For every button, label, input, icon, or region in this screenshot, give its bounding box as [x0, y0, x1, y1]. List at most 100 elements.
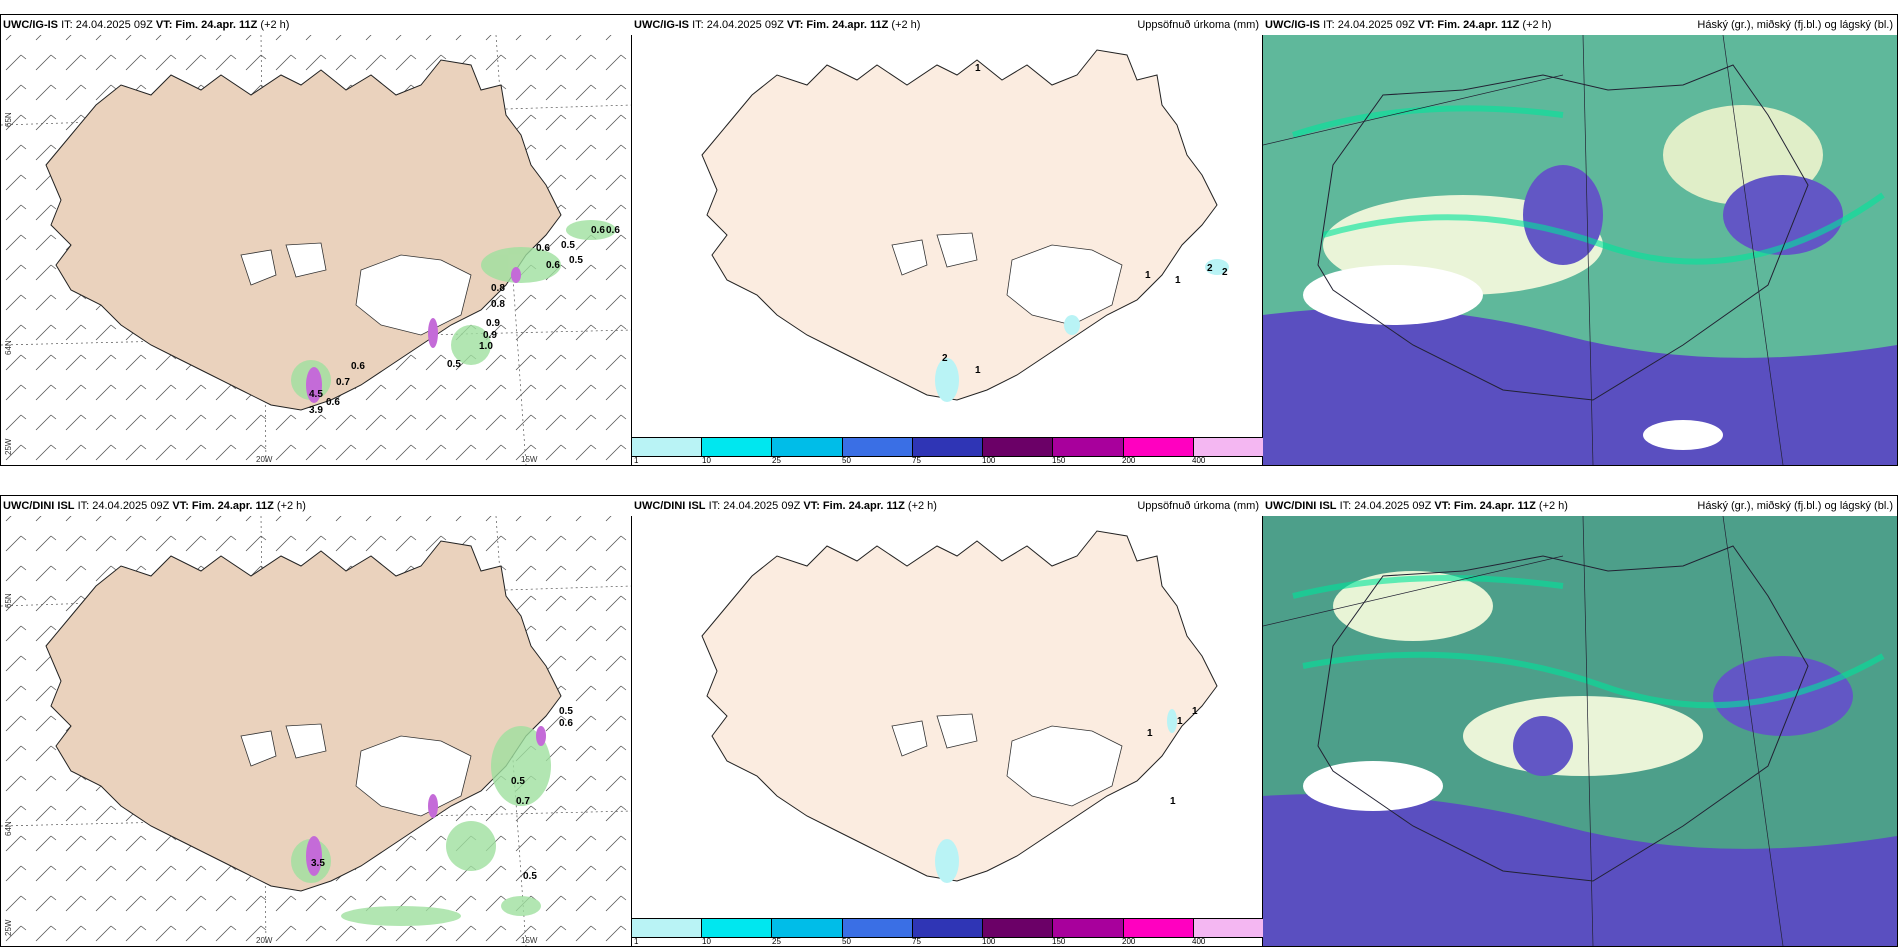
precip-value: 4.5	[309, 389, 323, 400]
lead-time: (+2 h)	[907, 500, 937, 512]
legend-cell	[1192, 919, 1263, 937]
precip-map	[701, 530, 1218, 883]
precip-value: 0.5	[447, 359, 461, 370]
precip-value: 0.6	[559, 718, 573, 729]
cloud-title: Háský (gr.), miðský (fj.bl.) og lágský (…	[1697, 500, 1893, 512]
lat-label: 65N	[4, 112, 13, 127]
precip-value: 0.8	[491, 299, 505, 310]
valid-time: Fim. 24.apr. 11Z	[191, 500, 274, 512]
precip-value: 0.6	[536, 243, 550, 254]
legend-tick: 400	[1192, 456, 1206, 465]
lead-time: (+2 h)	[260, 19, 290, 31]
valid-label: VT:	[1417, 19, 1435, 31]
precip-value: 3.5	[311, 858, 325, 869]
lead-time: (+2 h)	[1538, 500, 1568, 512]
precip-value: 0.5	[569, 255, 583, 266]
precip-value: 0.5	[561, 240, 575, 251]
init-time: IT: 24.04.2025 09Z	[708, 500, 801, 512]
wind-map	[1, 515, 632, 946]
precip-value: 1.0	[479, 341, 493, 352]
cloud-map	[1263, 34, 1897, 465]
legend-tick: 25	[772, 456, 781, 465]
legend-cell	[841, 438, 912, 456]
legend-tick: 50	[842, 456, 851, 465]
iceland-land	[701, 49, 1218, 401]
valid-time: Fim. 24.apr. 11Z	[822, 500, 905, 512]
legend-tick: 150	[1052, 456, 1066, 465]
precip-value: 1	[1145, 270, 1151, 281]
legend-cell	[1052, 919, 1123, 937]
panel-wind-top: UWC/IG-IS IT: 24.04.2025 09Z VT: Fim. 24…	[0, 14, 633, 466]
legend-cell	[1122, 438, 1193, 456]
lat-label: 25W	[4, 438, 13, 455]
lat-label: 65N	[4, 593, 13, 608]
panel-header: UWC/DINI ISL IT: 24.04.2025 09Z VT: Fim.…	[1263, 496, 1897, 516]
precip-value: 0.5	[511, 776, 525, 787]
valid-label: VT:	[803, 500, 820, 512]
legend-cell	[771, 438, 842, 456]
legend-cell	[1192, 438, 1263, 456]
precip-map	[701, 49, 1229, 402]
legend-tick: 400	[1192, 937, 1206, 946]
valid-label: VT:	[155, 19, 173, 31]
legend-tick: 50	[842, 937, 851, 946]
init-time: IT: 24.04.2025 09Z	[61, 19, 153, 31]
precip-value: 0.6	[351, 361, 365, 372]
precip-value: 2	[1222, 267, 1228, 278]
init-time: IT: 24.04.2025 09Z	[692, 19, 784, 31]
cloud-title: Háský (gr.), miðský (fj.bl.) og lágský (…	[1697, 19, 1893, 31]
precip-value: 0.9	[486, 318, 500, 329]
model-name: UWC/IG-IS	[1265, 19, 1320, 31]
lon-label: 15W	[521, 936, 538, 945]
panel-precip-bottom: UWC/DINI ISL IT: 24.04.2025 09Z VT: Fim.…	[631, 495, 1264, 947]
precip-value: 0.8	[491, 283, 505, 294]
precip-value: 0.6	[326, 397, 340, 408]
lon-label: 20W	[256, 936, 273, 945]
legend-cell	[982, 438, 1053, 456]
panel-wind-bottom: UWC/DINI ISL IT: 24.04.2025 09Z VT: Fim.…	[0, 495, 633, 947]
legend-cell	[771, 919, 842, 937]
legend-ticks: 1 10 25 50 75 100 150 200 400	[632, 937, 1263, 946]
legend-tick: 1	[634, 937, 639, 946]
legend-tick: 10	[702, 937, 711, 946]
precip-value: 2	[942, 353, 948, 364]
valid-label: VT:	[786, 19, 804, 31]
panel-header: UWC/DINI ISL IT: 24.04.2025 09Z VT: Fim.…	[1, 496, 632, 516]
legend-cell	[701, 919, 772, 937]
legend-tick: 150	[1052, 937, 1066, 946]
lat-label: 64N	[4, 821, 13, 836]
precip-value: 0.7	[336, 377, 350, 388]
lon-label: 20W	[256, 455, 273, 464]
legend-cell	[911, 919, 983, 937]
panel-header: UWC/IG-IS IT: 24.04.2025 09Z VT: Fim. 24…	[632, 15, 1263, 35]
lead-time: (+2 h)	[891, 19, 921, 31]
iceland-land	[701, 530, 1218, 882]
legend-tick: 25	[772, 937, 781, 946]
model-name: UWC/DINI ISL	[1265, 500, 1337, 512]
valid-label: VT:	[172, 500, 189, 512]
precip-title: Uppsöfnuð úrkoma (mm)	[1137, 19, 1259, 31]
precip-value: 0.7	[516, 796, 530, 807]
model-name: UWC/IG-IS	[3, 19, 58, 31]
legend-color-bar	[632, 918, 1263, 938]
cloud-map	[1263, 515, 1897, 946]
precip-legend: 1 10 25 50 75 100 150 200 400	[632, 918, 1263, 946]
valid-time: Fim. 24.apr. 11Z	[175, 19, 258, 31]
init-time: IT: 24.04.2025 09Z	[1339, 500, 1432, 512]
precip-value: 1	[1175, 275, 1181, 286]
precip-value: 0.6	[606, 225, 620, 236]
legend-cell	[1122, 919, 1193, 937]
panel-precip-top: UWC/IG-IS IT: 24.04.2025 09Z VT: Fim. 24…	[631, 14, 1264, 466]
init-time: IT: 24.04.2025 09Z	[1323, 19, 1415, 31]
model-name: UWC/DINI ISL	[634, 500, 706, 512]
legend-tick: 10	[702, 456, 711, 465]
valid-label: VT:	[1434, 500, 1451, 512]
precip-value: 1	[975, 63, 981, 74]
legend-tick: 200	[1122, 937, 1136, 946]
legend-tick: 75	[912, 456, 921, 465]
legend-tick: 1	[634, 456, 639, 465]
valid-time: Fim. 24.apr. 11Z	[806, 19, 889, 31]
wind-map	[1, 34, 632, 465]
precip-value: 3.9	[309, 405, 323, 416]
precip-value: 2	[1207, 263, 1213, 274]
